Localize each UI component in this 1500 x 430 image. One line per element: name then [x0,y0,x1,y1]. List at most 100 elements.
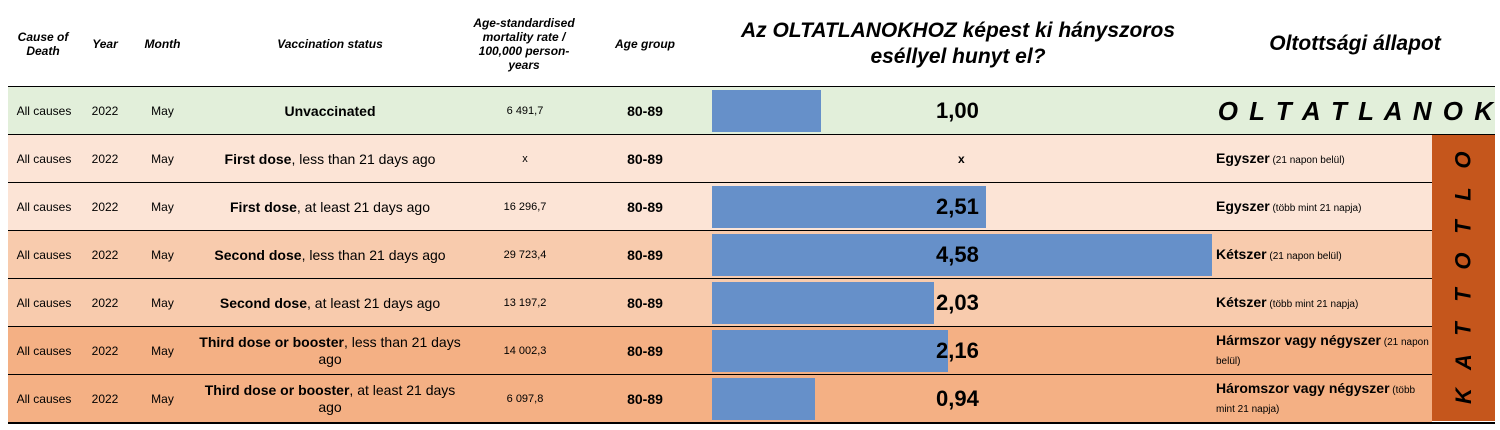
month-cell: May [151,248,174,262]
hungarian-status-bold: Hármszor vagy négyszer [1216,332,1381,348]
vaccination-status-cell: First dose, at least 21 days ago [195,183,465,231]
chart-title: Az OLTATLANOKHOZ képest ki hányszoros es… [740,19,1176,68]
vaccination-status-detail: , less than 21 days ago [318,334,461,367]
cause-cell: All causes [16,200,72,214]
hungarian-status-cell: Háromszor vagy négyszer (több mint 21 na… [1216,375,1431,423]
rate-cell: 6 097,8 [506,393,544,405]
hungarian-status-text: Kétszer (több mint 21 napja) [1216,294,1431,313]
row-separator [8,86,1495,88]
vaccinated-banner-letter: T [1450,321,1476,336]
unvaccinated-banner: O L T A T L A N O K [1217,95,1495,126]
vaccination-status-cell: Third dose or booster, less than 21 days… [195,327,465,375]
hungarian-status-detail: (több mint 21 napja) [1216,385,1416,415]
vaccinated-banner-letter: A [1450,354,1476,371]
hungarian-status-text: Egyszer (21 napon belül) [1216,150,1431,169]
month-cell: May [151,152,174,166]
vaccination-status-detail: , at least 21 days ago [307,294,441,311]
age-group-cell: 80-89 [627,391,663,407]
row-separator [8,230,1495,232]
year-cell: 2022 [91,344,119,358]
ratio-label: 1,00 [936,98,979,123]
age-group-cell: 80-89 [627,247,663,263]
ratio-label: 4,58 [936,242,979,267]
vaccination-status-bold: Third dose or booster [204,382,350,398]
vaccination-status-text: Unvaccinated [284,103,375,120]
cause-cell: All causes [16,344,72,358]
hungarian-status-text: Hármszor vagy négyszer (21 napon belül) [1216,332,1431,370]
ratio-label: 2,51 [936,194,979,219]
header-year: Year [92,37,118,51]
vaccination-status-cell: Second dose, less than 21 days ago [195,231,465,279]
year-cell: 2022 [91,104,119,118]
ratio-bar [712,186,986,228]
age-group-cell: 80-89 [627,151,663,167]
vaccination-status-text: First dose, less than 21 days ago [225,151,436,168]
rate-cell: 6 491,7 [506,105,544,117]
year-cell: 2022 [91,296,119,310]
vaccination-status-bold: First dose [224,150,292,167]
hungarian-status-cell: Kétszer (több mint 21 napja) [1216,279,1431,327]
header-vacc-status: Vaccination status [277,37,383,51]
hungarian-status-bold: Egyszer [1216,197,1270,214]
table-row: All causes 2022 May Third dose or booster, … [8,327,1432,375]
header-cause: Cause of Death [17,30,69,58]
header-rate: Age-standardised mortality rate / 100,00… [473,16,575,72]
rate-cell: x [522,153,528,165]
age-group-cell: 80-89 [627,343,663,359]
vaccinated-banner-letter: T [1450,288,1476,302]
vaccination-status-text: Second dose, at least 21 days ago [220,295,440,312]
rate-cell: 16 296,7 [503,201,547,213]
table-row: All causes 2022 May Unvaccinated 6 491,7 80-8… [8,87,1495,135]
vaccinated-banner-letter: O [1450,252,1476,270]
vaccination-status-text: Third dose or booster, at least 21 days … [195,382,465,416]
row-separator [8,326,1495,328]
header-month: Month [144,37,181,51]
hungarian-status-bold: Kétszer [1216,293,1267,310]
vaccination-status-cell: Second dose, at least 21 days ago [195,279,465,327]
hungarian-status-detail: (21 napon belül) [1216,337,1429,367]
table-row: All causes 2022 May Third dose or booster, … [8,375,1432,423]
vaccination-status-bold: Unvaccinated [284,102,376,119]
age-group-cell: 80-89 [627,295,663,311]
ratio-label: 2,03 [936,290,979,315]
ratio-bar [712,234,1212,276]
row-separator [8,422,1495,424]
cause-cell: All causes [16,248,72,262]
vaccination-status-text: Third dose or booster, less than 21 days… [195,334,465,368]
hungarian-status-text: Kétszer (21 napon belül) [1216,246,1431,265]
ratio-bar [712,378,815,420]
year-cell: 2022 [91,200,119,214]
hungarian-status-bold: Háromszor vagy négyszer [1216,380,1390,396]
table-row: All causes 2022 May First dose, at least 21… [8,183,1432,231]
hungarian-status-detail: (több mint 21 napja) [1269,202,1362,214]
vaccinated-banner-letter: T [1450,220,1476,235]
month-cell: May [151,200,174,214]
ratio-bar [712,330,948,372]
vaccinated-banner-letter: L [1450,186,1476,201]
ratio-bar [712,282,934,324]
vaccination-status-bold: First dose [230,198,297,215]
hungarian-status-cell: Kétszer (21 napon belül) [1216,231,1431,279]
vaccination-status-detail: , at least 21 days ago [318,382,456,415]
month-cell: May [151,344,174,358]
hungarian-status-detail: (21 napon belül) [1269,154,1345,166]
hungarian-status-text: Háromszor vagy négyszer (több mint 21 na… [1216,380,1431,418]
month-cell: May [151,392,174,406]
rate-cell: 13 197,2 [503,297,547,309]
vaccinated-banner-letter: K [1450,387,1476,404]
row-separator [8,374,1495,376]
vaccinated-banner-letter: O [1450,151,1476,169]
hungarian-status-bold: Egyszer [1216,149,1270,166]
header-age-group: Age group [615,37,675,51]
vaccination-status-cell: Third dose or booster, at least 21 days … [195,375,465,423]
vaccination-status-bold: Second dose [214,246,302,263]
table-row: All causes 2022 May Second dose, less than … [8,231,1432,279]
year-cell: 2022 [91,248,119,262]
ratio-label: 2,16 [936,338,979,363]
month-cell: May [151,104,174,118]
row-separator [8,278,1495,280]
ratio-label: 0,94 [936,386,979,411]
age-group-cell: 80-89 [627,103,663,119]
month-cell: May [151,296,174,310]
